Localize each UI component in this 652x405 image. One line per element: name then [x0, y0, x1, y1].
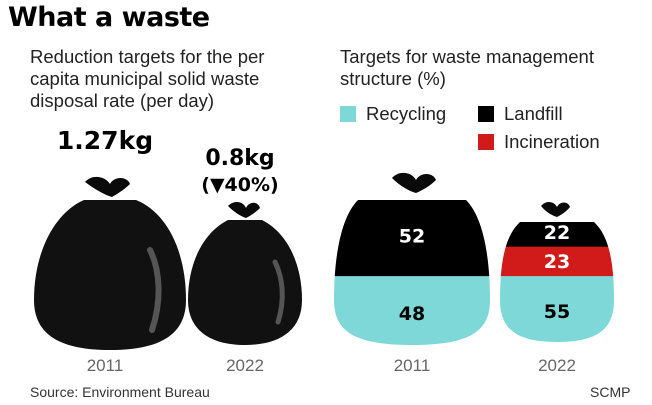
weight-label-2022: 0.8kg — [205, 146, 275, 171]
bag-2022 — [188, 202, 302, 345]
stack-group-2011 — [334, 200, 490, 345]
bag-highlight-2011 — [147, 247, 162, 333]
year-label-left-2011: 2011 — [86, 356, 124, 375]
legend-label-recycling: Recycling — [366, 103, 447, 124]
segment-label-landfill-2011: 52 — [399, 225, 425, 247]
segment-label-incineration-2022: 23 — [544, 251, 570, 273]
bag-highlight-2022 — [272, 259, 285, 325]
credit-note: SCMP — [590, 384, 631, 400]
bag-knot-r1 — [392, 172, 436, 193]
legend-incineration: Incineration — [478, 131, 600, 153]
legend-landfill: Landfill — [478, 103, 563, 125]
weight-change-label: (▼40%) — [201, 174, 279, 196]
year-label-right-2022: 2022 — [538, 356, 576, 375]
left-subtitle: Reduction targets for the per capita mun… — [30, 46, 265, 111]
segment-recycling-2011 — [334, 275, 490, 345]
segment-landfill-2011 — [334, 200, 490, 277]
segment-incineration-2022 — [500, 246, 614, 277]
bag-2011 — [34, 176, 186, 350]
legend-recycling: Recycling — [340, 103, 446, 125]
segment-label-landfill-2022: 22 — [544, 222, 570, 244]
source-note: Source: Environment Bureau — [30, 384, 210, 400]
segment-label-recycling-2022: 55 — [544, 301, 570, 323]
bag-body-2011 — [34, 200, 186, 350]
bag-knot-2011 — [85, 176, 130, 197]
legend-swatch-incineration — [478, 134, 494, 150]
legend-label-landfill: Landfill — [504, 103, 563, 124]
legend-swatch-recycling — [340, 106, 356, 122]
year-label-right-2011: 2011 — [393, 356, 431, 375]
segment-label-recycling-2011: 48 — [399, 303, 425, 325]
bag-knot-2022 — [228, 202, 260, 218]
weight-label-2011: 1.27kg — [56, 126, 154, 155]
stack-labels: 48 52 55 23 22 — [399, 222, 570, 325]
right-subtitle: Targets for waste management structure (… — [340, 46, 594, 89]
bag-knot-r2 — [541, 201, 570, 217]
legend-swatch-landfill — [478, 106, 494, 122]
chart-title: What a waste — [8, 2, 210, 33]
stack-group-2022 — [500, 222, 614, 342]
segment-recycling-2022 — [500, 275, 614, 342]
year-label-left-2022: 2022 — [226, 356, 264, 375]
segment-landfill-2022 — [500, 222, 614, 247]
legend-label-incineration: Incineration — [504, 131, 600, 152]
bag-body-2022 — [188, 220, 302, 345]
